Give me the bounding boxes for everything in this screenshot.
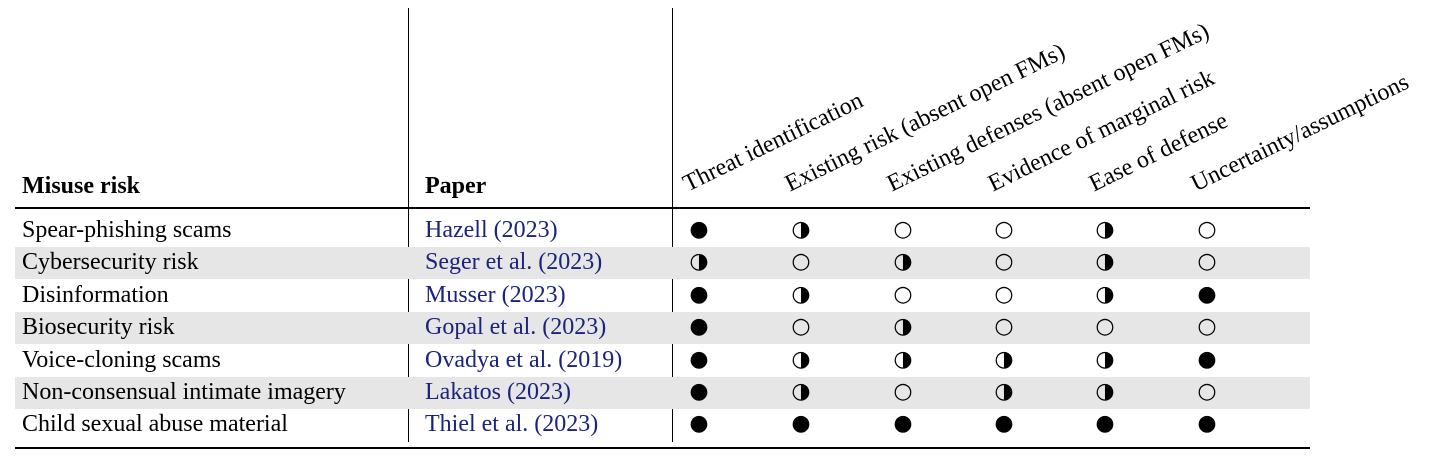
rating-symbol: ● [791,411,811,437]
rating-symbol: ● [1095,411,1115,437]
rating-symbol: ○ [1197,217,1217,242]
rating-symbol: ● [689,217,709,242]
rating-symbol: ◑ [893,346,913,372]
paper-citation: Gopal et al. (2023) [425,314,607,341]
rating-symbol: ○ [994,249,1014,275]
rating-symbol: ○ [1095,314,1115,340]
rating-symbol: ○ [1197,314,1217,340]
rating-symbol: ● [689,314,709,340]
rating-symbol: ● [893,411,913,437]
rating-symbol: ○ [791,314,811,340]
rating-symbol: ◑ [893,314,913,340]
column-header: Paper [425,173,487,199]
rating-symbol: ◑ [994,346,1014,372]
rating-symbol: ◑ [994,379,1014,404]
paper-citation: Hazell (2023) [425,217,558,243]
rating-symbol: ○ [893,379,913,404]
rating-symbol: ◑ [1095,379,1115,404]
row-shading [15,312,1310,345]
risk-name: Disinformation [22,281,169,308]
rating-symbol: ○ [1197,379,1217,404]
rating-symbol: ● [1197,411,1217,437]
column-header: Misuse risk [22,173,141,199]
risk-name: Voice-cloning scams [22,346,221,373]
rating-symbol: ○ [994,281,1014,307]
rating-symbol: ◑ [1095,249,1115,275]
rating-symbol: ◑ [791,379,811,404]
rating-symbol: ◑ [1095,346,1115,372]
risk-name: Child sexual abuse material [22,411,288,438]
rating-symbol: ○ [893,217,913,242]
rating-symbol: ● [994,411,1014,437]
rating-symbol: ● [689,281,709,307]
risk-name: Biosecurity risk [22,314,175,341]
bottom-rule [15,447,1310,449]
rotated-column-header: Threat identification [679,87,868,198]
rating-symbol: ● [689,411,709,437]
rating-symbol: ○ [791,249,811,275]
rating-symbol: ◑ [1095,217,1115,242]
rating-symbol: ● [689,346,709,372]
risk-name: Spear-phishing scams [22,217,232,243]
header-rule [15,207,1310,209]
paper-citation: Lakatos (2023) [425,379,571,405]
rating-symbol: ○ [994,217,1014,242]
row-shading [15,377,1310,409]
row-shading [15,247,1310,280]
column-divider [672,8,673,442]
rating-symbol: ● [1197,281,1217,307]
risk-name: Cybersecurity risk [22,249,199,276]
risk-name: Non-consensual intimate imagery [22,379,346,405]
paper-citation: Musser (2023) [425,281,566,308]
rating-symbol: ● [1197,346,1217,372]
rating-symbol: ◑ [791,346,811,372]
rating-symbol: ○ [893,281,913,307]
paper-citation: Seger et al. (2023) [425,249,603,276]
column-divider [408,8,409,442]
rating-symbol: ◑ [791,217,811,242]
rating-symbol: ◑ [689,249,709,275]
rating-symbol: ○ [994,314,1014,340]
rating-symbol: ◑ [791,281,811,307]
paper-citation: Thiel et al. (2023) [425,411,599,438]
rating-symbol: ◑ [893,249,913,275]
paper-citation: Ovadya et al. (2019) [425,346,623,373]
rating-symbol: ○ [1197,249,1217,275]
rating-symbol: ◑ [1095,281,1115,307]
rating-symbol: ● [689,379,709,404]
